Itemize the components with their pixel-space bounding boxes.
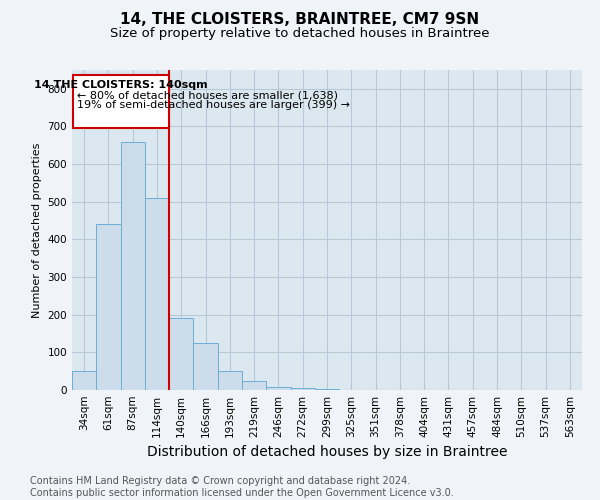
Bar <box>72 371 96 390</box>
Bar <box>242 380 266 390</box>
Bar <box>96 224 121 390</box>
Bar <box>121 142 145 390</box>
Text: 19% of semi-detached houses are larger (399) →: 19% of semi-detached houses are larger (… <box>77 100 350 110</box>
Bar <box>169 318 193 390</box>
Text: Contains HM Land Registry data © Crown copyright and database right 2024.
Contai: Contains HM Land Registry data © Crown c… <box>30 476 454 498</box>
Text: 14, THE CLOISTERS, BRAINTREE, CM7 9SN: 14, THE CLOISTERS, BRAINTREE, CM7 9SN <box>121 12 479 28</box>
Bar <box>218 371 242 390</box>
Text: 14 THE CLOISTERS: 140sqm: 14 THE CLOISTERS: 140sqm <box>34 80 208 90</box>
Text: Size of property relative to detached houses in Braintree: Size of property relative to detached ho… <box>110 28 490 40</box>
Bar <box>290 388 315 390</box>
FancyBboxPatch shape <box>73 74 169 128</box>
Bar <box>266 387 290 390</box>
Bar <box>193 343 218 390</box>
Bar <box>145 198 169 390</box>
Y-axis label: Number of detached properties: Number of detached properties <box>32 142 42 318</box>
Bar <box>315 389 339 390</box>
X-axis label: Distribution of detached houses by size in Braintree: Distribution of detached houses by size … <box>147 446 507 460</box>
Text: ← 80% of detached houses are smaller (1,638): ← 80% of detached houses are smaller (1,… <box>77 90 338 101</box>
